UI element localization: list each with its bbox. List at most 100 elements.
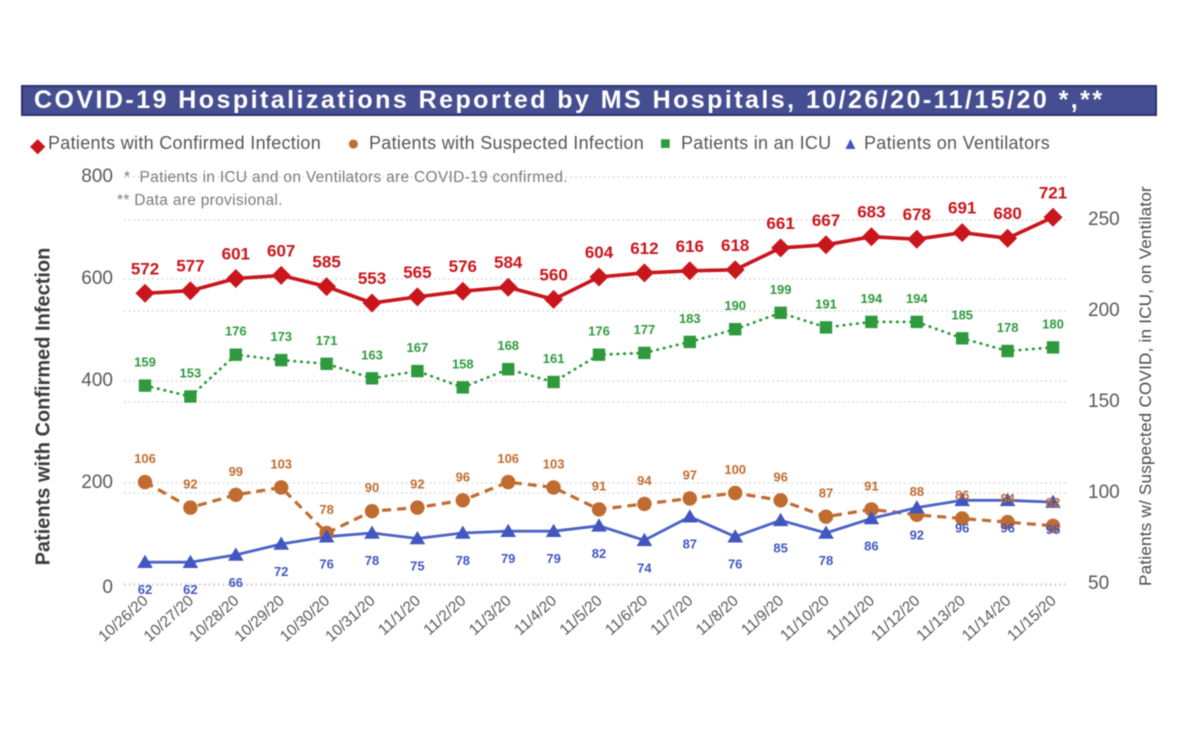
svg-text:11/10/20: 11/10/20	[777, 592, 833, 644]
svg-text:10/30/20: 10/30/20	[277, 592, 333, 645]
svg-text:82: 82	[592, 546, 606, 561]
svg-text:11/11/20: 11/11/20	[824, 592, 879, 644]
svg-text:106: 106	[134, 451, 156, 466]
svg-text:92: 92	[410, 477, 424, 492]
svg-text:92: 92	[183, 477, 197, 492]
svg-text:11/14/20: 11/14/20	[959, 592, 1015, 644]
svg-text:158: 158	[452, 356, 474, 371]
svg-text:78: 78	[456, 553, 470, 568]
svg-text:604: 604	[585, 243, 614, 262]
svg-text:11/2/20: 11/2/20	[421, 592, 470, 639]
svg-text:96: 96	[1000, 520, 1014, 535]
svg-text:190: 190	[724, 298, 746, 313]
svg-text:584: 584	[494, 253, 523, 272]
svg-text:99: 99	[229, 464, 243, 479]
svg-text:577: 577	[176, 257, 204, 276]
svg-text:680: 680	[993, 204, 1021, 223]
svg-text:76: 76	[728, 557, 742, 572]
svg-text:86: 86	[955, 488, 969, 503]
svg-text:601: 601	[222, 245, 250, 264]
svg-text:178: 178	[997, 320, 1019, 335]
svg-text:194: 194	[861, 291, 883, 306]
svg-text:616: 616	[676, 237, 704, 256]
svg-text:94: 94	[637, 473, 652, 488]
svg-text:72: 72	[274, 564, 288, 579]
svg-text:95: 95	[1046, 522, 1060, 537]
svg-text:185: 185	[951, 307, 973, 322]
svg-text:163: 163	[361, 347, 383, 362]
svg-text:90: 90	[365, 480, 379, 495]
svg-text:176: 176	[588, 324, 610, 339]
svg-text:78: 78	[819, 553, 833, 568]
svg-text:612: 612	[630, 239, 658, 258]
svg-text:191: 191	[815, 296, 837, 311]
svg-text:572: 572	[131, 259, 159, 278]
svg-text:97: 97	[683, 468, 697, 483]
svg-text:78: 78	[365, 553, 379, 568]
svg-text:553: 553	[358, 269, 386, 288]
svg-text:10/29/20: 10/29/20	[232, 592, 288, 645]
svg-text:84: 84	[1000, 491, 1015, 506]
svg-text:153: 153	[180, 366, 202, 381]
svg-text:11/12/20: 11/12/20	[868, 592, 924, 644]
svg-text:91: 91	[864, 478, 878, 493]
svg-text:10/31/20: 10/31/20	[322, 592, 378, 645]
svg-text:11/6/20: 11/6/20	[602, 592, 651, 639]
svg-text:96: 96	[456, 469, 470, 484]
svg-text:180: 180	[1042, 316, 1064, 331]
svg-text:96: 96	[955, 520, 969, 535]
svg-text:86: 86	[864, 539, 878, 554]
svg-text:100: 100	[724, 462, 746, 477]
svg-text:11/5/20: 11/5/20	[557, 592, 606, 639]
svg-text:11/1/20: 11/1/20	[375, 592, 424, 639]
svg-text:607: 607	[267, 241, 295, 260]
svg-text:176: 176	[225, 324, 247, 339]
svg-text:177: 177	[634, 322, 656, 337]
svg-text:103: 103	[543, 457, 565, 472]
svg-text:10/26/20: 10/26/20	[95, 592, 151, 645]
svg-text:683: 683	[857, 203, 885, 222]
svg-text:171: 171	[316, 333, 338, 348]
svg-text:76: 76	[319, 557, 333, 572]
svg-text:161: 161	[543, 351, 565, 366]
svg-text:87: 87	[819, 486, 833, 501]
svg-text:85: 85	[773, 540, 787, 555]
svg-text:92: 92	[910, 528, 924, 543]
svg-text:565: 565	[403, 263, 431, 282]
svg-text:82: 82	[1046, 495, 1060, 510]
svg-text:91: 91	[592, 478, 606, 493]
svg-text:10/27/20: 10/27/20	[141, 592, 197, 645]
svg-text:667: 667	[812, 211, 840, 230]
svg-text:11/7/20: 11/7/20	[648, 592, 697, 639]
svg-text:11/13/20: 11/13/20	[914, 592, 970, 644]
svg-text:560: 560	[539, 265, 567, 284]
svg-text:11/3/20: 11/3/20	[466, 592, 515, 639]
svg-text:75: 75	[410, 559, 424, 574]
svg-text:167: 167	[407, 340, 429, 355]
svg-text:661: 661	[766, 214, 794, 233]
svg-text:194: 194	[906, 291, 928, 306]
svg-text:199: 199	[770, 282, 792, 297]
svg-text:11/8/20: 11/8/20	[693, 592, 742, 639]
svg-text:576: 576	[449, 257, 477, 276]
svg-text:78: 78	[319, 502, 333, 517]
svg-text:11/4/20: 11/4/20	[511, 592, 560, 639]
svg-text:173: 173	[270, 329, 292, 344]
svg-text:691: 691	[948, 199, 976, 218]
svg-text:88: 88	[910, 484, 924, 499]
svg-text:103: 103	[270, 457, 292, 472]
svg-text:678: 678	[903, 205, 931, 224]
svg-text:106: 106	[497, 451, 519, 466]
svg-text:62: 62	[183, 582, 197, 597]
svg-text:79: 79	[546, 551, 560, 566]
svg-text:79: 79	[501, 551, 515, 566]
svg-text:585: 585	[312, 253, 340, 272]
svg-text:159: 159	[134, 355, 156, 370]
svg-text:62: 62	[138, 582, 152, 597]
svg-text:168: 168	[497, 338, 519, 353]
svg-text:721: 721	[1039, 183, 1067, 202]
svg-text:11/15/20: 11/15/20	[1004, 592, 1060, 644]
svg-text:87: 87	[683, 537, 697, 552]
svg-text:66: 66	[229, 575, 243, 590]
svg-text:183: 183	[679, 311, 701, 326]
